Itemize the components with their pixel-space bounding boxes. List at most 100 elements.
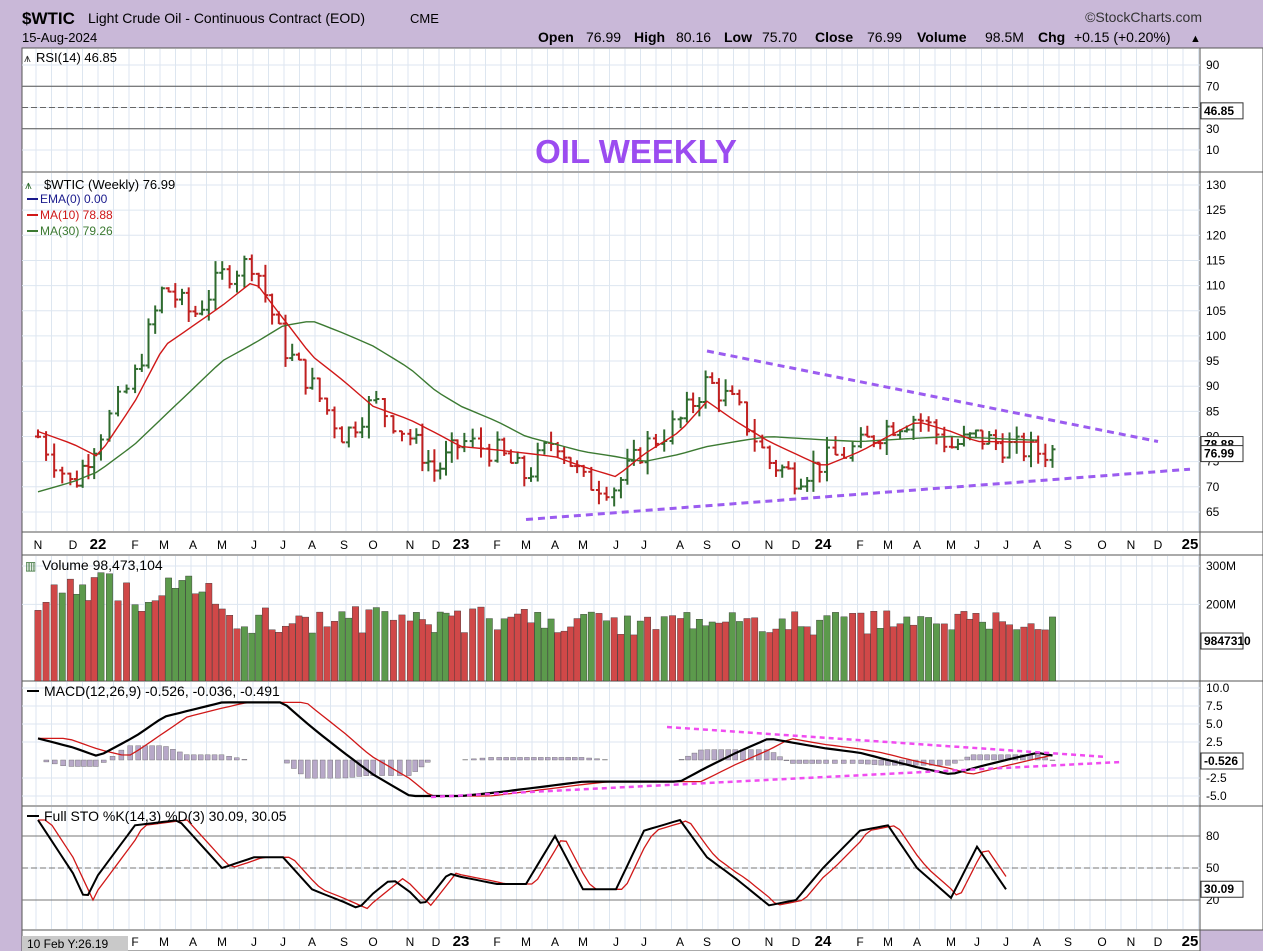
month-axis-label: D xyxy=(792,538,801,552)
close-value: 76.99 xyxy=(867,29,902,45)
macd-histogram-bar xyxy=(488,757,494,761)
macd-histogram-bar xyxy=(594,758,600,761)
macd-histogram-bar xyxy=(418,759,425,768)
macd-histogram-bar xyxy=(803,759,809,764)
legend-entry: EMA(0) 0.00 xyxy=(40,192,108,206)
month-axis-label: O xyxy=(368,538,377,552)
volume-bar xyxy=(106,573,113,682)
month-axis-label: A xyxy=(308,538,316,552)
macd-histogram-bar xyxy=(503,757,509,761)
macd-histogram-bar xyxy=(678,759,685,761)
volume-bar xyxy=(275,632,283,682)
price-tick-label: 125 xyxy=(1206,203,1226,217)
month-axis-label: 24 xyxy=(815,536,832,553)
macd-histogram-bar xyxy=(356,759,363,777)
volume-bar xyxy=(702,625,710,682)
bottom-axis-label: S xyxy=(340,935,348,949)
volume-bar xyxy=(58,592,66,682)
macd-histogram-bar xyxy=(510,757,516,761)
volume-bar xyxy=(469,608,477,682)
macd-legend: MACD(12,26,9) -0.526, -0.036, -0.491 xyxy=(44,683,280,699)
month-axis-label: A xyxy=(189,538,197,552)
volume-bar xyxy=(832,612,839,682)
bottom-axis-label: M xyxy=(946,935,956,949)
volume-bar xyxy=(158,595,166,682)
bottom-axis-label: M xyxy=(883,935,893,949)
bottom-axis-label: S xyxy=(1064,935,1072,949)
volume-bar xyxy=(603,620,610,682)
legend-entry: MA(10) 78.88 xyxy=(40,208,113,222)
macd-last-label: -0.526 xyxy=(1204,754,1238,768)
price-last-label-close: 76.99 xyxy=(1204,447,1234,461)
bottom-axis-label: M xyxy=(159,935,169,949)
low-value: 75.70 xyxy=(762,29,797,45)
price-panel xyxy=(21,171,1201,533)
volume-bar xyxy=(876,628,884,682)
macd-histogram-bar xyxy=(517,757,523,761)
scroll-info-box[interactable] xyxy=(22,936,128,951)
bottom-axis-label: D xyxy=(1154,935,1163,949)
bottom-axis-label: A xyxy=(676,935,684,949)
volume-bar xyxy=(352,606,359,682)
trendline-upper xyxy=(706,349,1159,444)
bottom-axis-label: J xyxy=(1003,935,1009,949)
volume-bar xyxy=(323,626,331,682)
volume-bar xyxy=(114,600,122,682)
rsi-tick-label: 70 xyxy=(1206,79,1220,93)
volume-bar xyxy=(295,615,303,682)
volume-bar xyxy=(1013,629,1021,682)
price-tick-label: 65 xyxy=(1206,505,1220,519)
volume-bar xyxy=(477,606,485,682)
volume-bar xyxy=(689,628,697,682)
macd-histogram-bar xyxy=(578,757,585,761)
macd-histogram-bar xyxy=(135,745,141,761)
volume-tick-label: 200M xyxy=(1206,597,1236,611)
macd-histogram-bar xyxy=(170,749,176,761)
volume-bar xyxy=(123,582,130,682)
volume-bar xyxy=(580,614,588,682)
volume-bar xyxy=(448,615,456,682)
macd-histogram-bar xyxy=(479,757,486,761)
volume-bar xyxy=(262,607,269,682)
price-tick-label: 95 xyxy=(1206,354,1220,368)
volume-bar xyxy=(66,578,74,682)
macd-histogram-bar xyxy=(977,754,983,761)
volume-bar xyxy=(178,580,186,682)
macd-histogram-bar xyxy=(241,759,248,761)
macd-last-label-box xyxy=(1200,752,1244,770)
volume-bar xyxy=(857,612,865,682)
macd-histogram-bar xyxy=(204,754,211,761)
bottom-axis-label: A xyxy=(913,935,921,949)
month-axis-strip xyxy=(21,531,1201,556)
macd-histogram-bar xyxy=(691,752,698,761)
volume-bar xyxy=(715,622,723,682)
rsi-tick-label: 90 xyxy=(1206,58,1220,72)
volume-tick-label: 300M xyxy=(1206,559,1236,573)
macd-histogram-bar xyxy=(81,759,87,767)
volume-bar xyxy=(406,620,414,682)
trendline-lower xyxy=(525,467,1191,521)
rsi-tick-label: 10 xyxy=(1206,143,1220,157)
volume-bar xyxy=(398,614,406,682)
volume-bar xyxy=(165,577,172,682)
bottom-axis-label: A xyxy=(1033,935,1041,949)
volume-bar xyxy=(248,632,256,682)
macd-histogram-bar xyxy=(342,759,349,779)
bottom-axis-label: M xyxy=(578,935,588,949)
macd-histogram-bar xyxy=(163,746,169,761)
macd-histogram-bar xyxy=(291,759,297,769)
macd-tick-label: 10.0 xyxy=(1206,681,1230,695)
volume-bar xyxy=(669,615,676,682)
volume-bar xyxy=(810,634,817,682)
month-axis-label: J xyxy=(1003,538,1009,552)
month-axis-label: A xyxy=(913,538,921,552)
sto-legend: Full STO %K(14,3) %D(3) 30.09, 30.05 xyxy=(44,808,287,824)
rsi-tick-label: 30 xyxy=(1206,122,1220,136)
macd-histogram-bar xyxy=(945,759,951,766)
volume-bar xyxy=(636,620,644,682)
macd-histogram-bar xyxy=(156,745,162,761)
month-axis-label: M xyxy=(159,538,169,552)
month-axis-label: F xyxy=(493,538,500,552)
volume-bar xyxy=(390,619,397,682)
volume-bar xyxy=(442,612,450,682)
